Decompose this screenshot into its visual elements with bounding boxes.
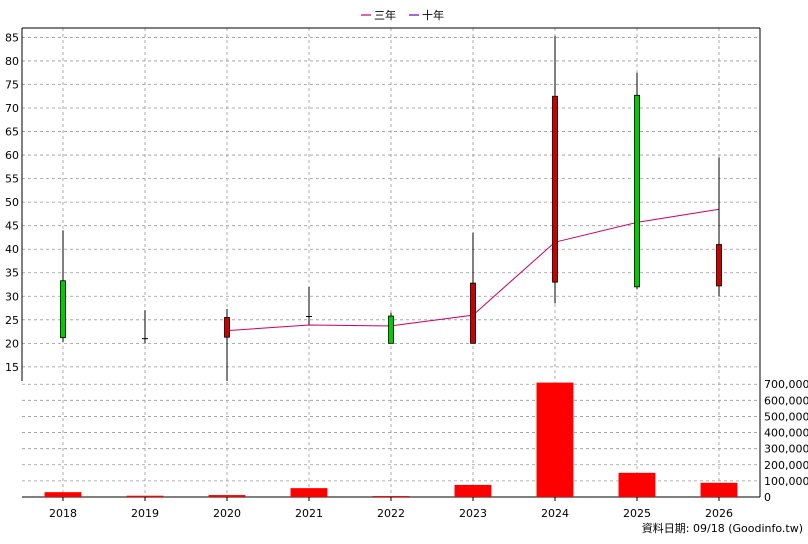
x-tick-label: 2021 xyxy=(295,507,323,520)
x-tick-label: 2020 xyxy=(213,507,241,520)
price-tick-label: 75 xyxy=(5,78,19,91)
volume-tick-label: 500,000 xyxy=(764,410,808,423)
legend: 三年 十年 xyxy=(361,8,444,22)
grid xyxy=(22,28,760,497)
volume-bar xyxy=(700,482,738,497)
volume-bar xyxy=(618,472,656,497)
volume-bar xyxy=(454,484,492,497)
price-tick-label: 65 xyxy=(5,126,19,139)
volume-bar xyxy=(536,382,574,497)
price-tick-label: 35 xyxy=(5,267,19,280)
volume-tick-label: 100,000 xyxy=(764,475,808,488)
x-tick-label: 2022 xyxy=(377,507,405,520)
volume-tick-label: 300,000 xyxy=(764,443,808,456)
legend-label-10y: 十年 xyxy=(422,8,444,22)
price-tick-label: 40 xyxy=(5,243,19,256)
volume-bar xyxy=(208,495,246,497)
volume-bar xyxy=(44,492,82,497)
volume-tick-label: 700,000 xyxy=(764,378,808,391)
candle-body xyxy=(224,317,230,338)
price-tick-label: 15 xyxy=(5,361,19,374)
axes: 1520253035404550556065707580850100,00020… xyxy=(5,31,808,520)
candle-body xyxy=(716,244,722,287)
price-tick-label: 50 xyxy=(5,196,19,209)
candlesticks xyxy=(60,36,722,381)
price-tick-label: 55 xyxy=(5,173,19,186)
volume-bar xyxy=(372,496,410,497)
volume-tick-label: 200,000 xyxy=(764,459,808,472)
price-tick-label: 85 xyxy=(5,31,19,44)
x-tick-label: 2018 xyxy=(49,507,77,520)
x-tick-label: 2025 xyxy=(623,507,651,520)
x-tick-label: 2024 xyxy=(541,507,569,520)
x-tick-label: 2019 xyxy=(131,507,159,520)
price-tick-label: 70 xyxy=(5,102,19,115)
legend-label-3y: 三年 xyxy=(374,8,396,22)
price-tick-label: 80 xyxy=(5,55,19,68)
price-tick-label: 45 xyxy=(5,220,19,233)
candle-body xyxy=(552,95,558,283)
price-tick-label: 25 xyxy=(5,314,19,327)
candle-body xyxy=(60,280,66,339)
volume-bars xyxy=(44,382,738,497)
x-tick-label: 2026 xyxy=(705,507,733,520)
volume-bar xyxy=(126,495,164,497)
candle-body xyxy=(634,94,640,288)
volume-tick-label: 400,000 xyxy=(764,427,808,440)
x-tick-label: 2023 xyxy=(459,507,487,520)
volume-tick-label: 600,000 xyxy=(764,394,808,407)
candle-body xyxy=(388,315,394,344)
price-tick-label: 60 xyxy=(5,149,19,162)
price-tick-label: 20 xyxy=(5,337,19,350)
volume-tick-label: 0 xyxy=(764,491,771,504)
footer-source: 資料日期: 09/18 (Goodinfo.tw) xyxy=(642,521,803,535)
price-tick-label: 30 xyxy=(5,290,19,303)
volume-bar xyxy=(290,488,328,497)
candle-body xyxy=(470,282,476,344)
